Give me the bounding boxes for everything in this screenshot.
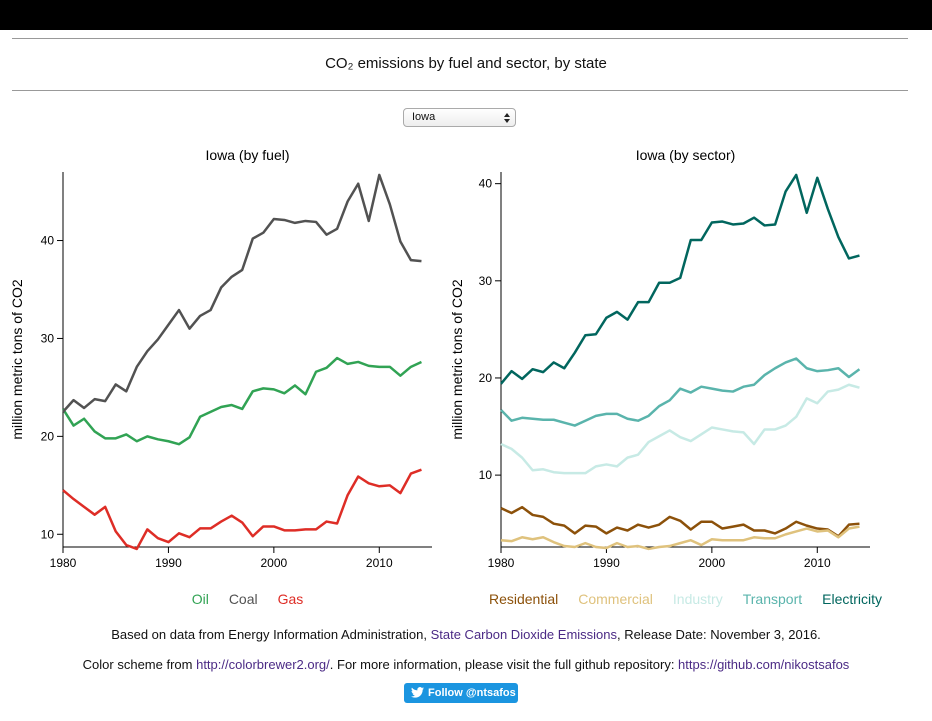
top-bar (0, 0, 932, 30)
data-line (500, 525, 860, 551)
y-tick-label: 20 (41, 429, 55, 443)
chart-title: Iowa (by sector) (636, 147, 736, 163)
y-tick-label: 30 (479, 274, 493, 288)
button-label: Follow @ntsafos (428, 687, 516, 699)
data-line (500, 383, 860, 475)
x-tick-label: 2000 (261, 556, 288, 570)
text: , Release Date: November 3, 2016. (617, 627, 821, 642)
link[interactable]: State Carbon Dioxide Emissions (430, 627, 618, 642)
page-title: CO₂ emissions by fuel and sector, by sta… (325, 55, 607, 72)
legend-entry: Electricity (822, 591, 882, 607)
text: Based on data from Energy Information Ad… (111, 627, 431, 642)
data-line (500, 173, 860, 385)
twitter-icon (411, 687, 424, 698)
divider (12, 38, 908, 39)
y-tick-label: 30 (41, 331, 55, 345)
legend-entry: Residential (489, 591, 558, 607)
legend-entry: Transport (743, 591, 803, 607)
y-tick-label: 40 (479, 177, 493, 191)
credits-note: Color scheme from http://colorbrewer2.or… (0, 657, 932, 672)
data-line (500, 505, 860, 538)
y-tick-label: 20 (479, 371, 493, 385)
x-tick-label: 1980 (488, 556, 515, 570)
selected-state: Iowa (412, 111, 436, 123)
state-selector[interactable]: Iowa (403, 108, 516, 127)
x-tick-label: 2010 (804, 556, 831, 570)
x-tick-label: 2010 (366, 556, 393, 570)
y-axis-label: million metric tons of CO2 (9, 279, 25, 439)
y-axis-label: million metric tons of CO2 (449, 279, 465, 439)
data-line (61, 356, 422, 446)
y-tick-label: 10 (479, 468, 493, 482)
charts: Iowa (by fuel) million metric tons of CO2… (9, 147, 882, 607)
chart-title: Iowa (by fuel) (205, 147, 289, 163)
legend-entry: Oil (192, 591, 209, 607)
x-tick-label: 1980 (50, 556, 77, 570)
link[interactable]: https://github.com/nikostsafos (678, 657, 850, 672)
source-note: Based on data from Energy Information Ad… (0, 627, 932, 642)
text: Color scheme from (82, 657, 197, 672)
legend-entry: Commercial (578, 591, 653, 607)
x-tick-label: 1990 (593, 556, 620, 570)
x-tick-label: 2000 (699, 556, 726, 570)
select-arrows (504, 113, 510, 123)
x-tick-label: 1990 (155, 556, 182, 570)
legend-entry: Coal (229, 591, 258, 607)
y-tick-label: 10 (41, 527, 55, 541)
data-line (62, 468, 422, 551)
legend-entry: Gas (278, 591, 304, 607)
follow-button[interactable]: Follow @ntsafos (404, 683, 518, 703)
text: . For more information, please visit the… (329, 657, 679, 672)
divider (12, 90, 908, 91)
data-line (62, 173, 422, 413)
legend-entry: Industry (673, 591, 723, 607)
y-tick-label: 40 (41, 234, 55, 248)
link[interactable]: http://colorbrewer2.org/ (196, 657, 330, 672)
data-line (500, 357, 861, 427)
